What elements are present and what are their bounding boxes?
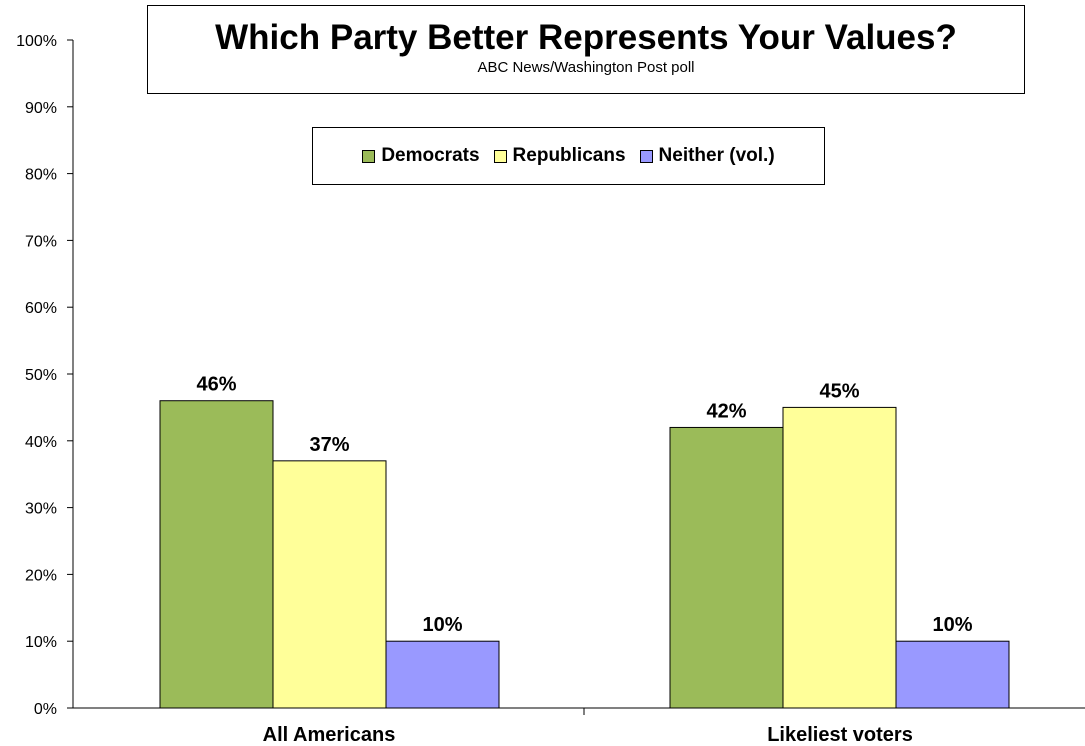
bar bbox=[159, 400, 274, 709]
data-label: 10% bbox=[422, 614, 462, 636]
legend-label-republicans: Republicans bbox=[512, 145, 626, 166]
y-tick-label: 20% bbox=[25, 567, 57, 584]
y-tick-label: 30% bbox=[25, 501, 57, 518]
data-label: 10% bbox=[932, 614, 972, 636]
data-label: 37% bbox=[309, 434, 349, 456]
y-tick-label: 80% bbox=[25, 167, 57, 184]
legend-swatch-republicans bbox=[493, 149, 507, 163]
y-tick-label: 50% bbox=[25, 367, 57, 384]
legend-swatch-democrats bbox=[362, 149, 376, 163]
chart-subtitle: ABC News/Washington Post poll bbox=[477, 59, 695, 76]
y-axis: 0% 10% 20% 30% 40% 50% 60% 70% 80% 90% 100% bbox=[16, 33, 74, 718]
legend-label-democrats: Democrats bbox=[381, 145, 480, 166]
y-tick-label: 70% bbox=[25, 233, 57, 250]
legend-swatch-neither bbox=[639, 149, 653, 163]
data-label: 42% bbox=[706, 400, 746, 422]
legend: Democrats Republicans Neither (vol.) bbox=[312, 127, 825, 185]
x-tick-label: Likeliest voters bbox=[767, 724, 913, 746]
title-box: Which Party Better Represents Your Value… bbox=[147, 5, 1025, 94]
y-tick-label: 0% bbox=[34, 701, 57, 718]
bars bbox=[159, 400, 1010, 709]
data-labels: 46% 37% 10% 42% 45% 10% bbox=[196, 374, 972, 636]
legend-label-neither: Neither (vol.) bbox=[658, 145, 775, 166]
bar bbox=[895, 640, 1010, 709]
legend-item-democrats: Democrats bbox=[362, 145, 480, 167]
legend-item-republicans: Republicans bbox=[493, 145, 626, 167]
y-tick-label: 100% bbox=[16, 33, 57, 50]
y-tick-label: 90% bbox=[25, 100, 57, 117]
data-label: 45% bbox=[819, 380, 859, 402]
bar bbox=[272, 460, 387, 709]
legend-item-neither: Neither (vol.) bbox=[639, 145, 775, 167]
data-label: 46% bbox=[196, 374, 236, 396]
y-tick-label: 40% bbox=[25, 434, 57, 451]
chart-title: Which Party Better Represents Your Value… bbox=[215, 18, 957, 57]
y-tick-label: 60% bbox=[25, 300, 57, 317]
x-axis: All Americans Likeliest voters bbox=[73, 707, 1085, 746]
bar bbox=[385, 640, 500, 709]
y-tick-label: 10% bbox=[25, 634, 57, 651]
x-tick-label: All Americans bbox=[263, 724, 396, 746]
bar bbox=[782, 406, 897, 709]
bar bbox=[669, 426, 784, 709]
